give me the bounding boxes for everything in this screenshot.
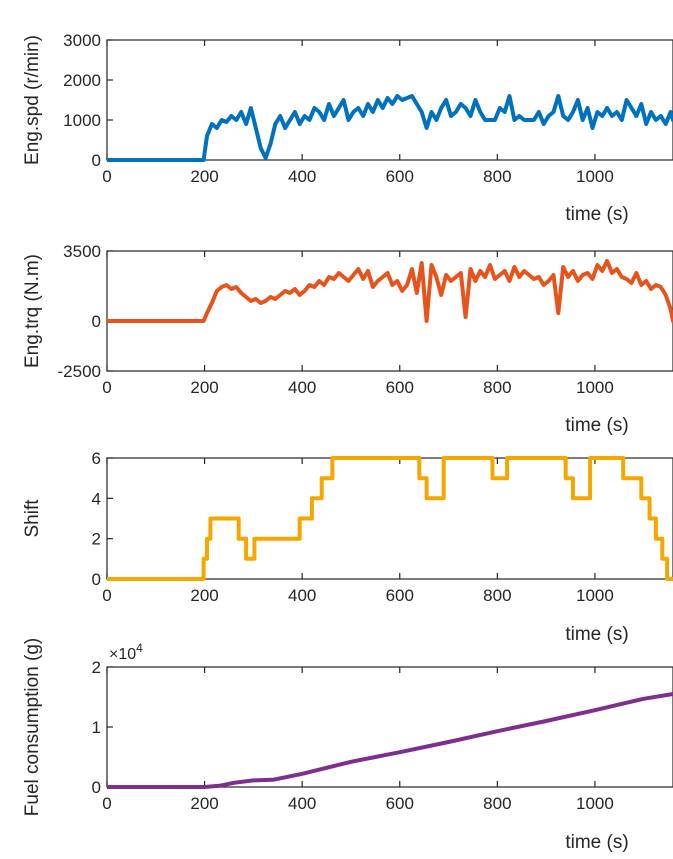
x-tick-label: 600 — [386, 794, 414, 813]
x-tick-label: 600 — [386, 167, 414, 186]
x-tick-label: 200 — [190, 167, 218, 186]
axes-box — [106, 39, 673, 161]
y-tick-label: 1 — [92, 718, 101, 737]
x-tick-label: 1000 — [576, 586, 614, 605]
x-axis-label: time (s) — [565, 415, 628, 436]
y-axis-label: Shift — [22, 499, 43, 538]
x-axis-label: time (s) — [565, 624, 628, 645]
panel-1: 0 200 400 600 800 1000 0 1000 2000 3000 time (s) En… — [22, 31, 673, 225]
x-axis-label: time (s) — [565, 204, 628, 225]
x-axis-label: time (s) — [565, 832, 628, 853]
y-tick-label: 0 — [92, 151, 101, 170]
axes-box — [106, 250, 673, 372]
x-tick-label: 400 — [288, 586, 316, 605]
x-tick-label: 200 — [190, 586, 218, 605]
series-line-1 — [107, 94, 673, 162]
y-tick-label: 4 — [92, 489, 101, 508]
y-exponent-label: ×104 — [109, 641, 143, 663]
y-tick-label: 3500 — [63, 242, 101, 261]
x-tick-label: 1000 — [576, 167, 614, 186]
x-tick-label: 200 — [190, 794, 218, 813]
y-tick-label: 0 — [92, 778, 101, 797]
y-axis-label: Eng.spd (r/min) — [22, 35, 43, 165]
series-line-1 — [107, 259, 673, 323]
y-axis-label: Fuel consumption (g) — [22, 638, 43, 816]
panel-4: 0 200 400 600 800 1000 0 1 2 ×104 time (s) Fuel con… — [22, 638, 673, 853]
x-tick-label: 1000 — [576, 378, 614, 397]
panel-3: 0 200 400 600 800 1000 0 2 4 6 time (s) Shift — [22, 449, 673, 645]
x-tick-label: 1000 — [576, 794, 614, 813]
series-line-1 — [107, 456, 673, 581]
series-line-1 — [107, 692, 673, 789]
y-tick-label: 2000 — [63, 71, 101, 90]
y-tick-label: -2500 — [58, 362, 101, 381]
y-tick-label: 0 — [92, 312, 101, 331]
x-tick-label: 0 — [102, 167, 111, 186]
x-tick-label: 400 — [288, 794, 316, 813]
y-tick-label: 0 — [92, 570, 101, 589]
y-axis-label: Eng.trq (N.m) — [22, 254, 43, 368]
x-tick-label: 800 — [483, 794, 511, 813]
y-tick-label: 2 — [92, 530, 101, 549]
x-tick-label: 200 — [190, 378, 218, 397]
y-tick-label: 3000 — [63, 31, 101, 50]
axes-box — [106, 666, 673, 788]
x-tick-label: 400 — [288, 167, 316, 186]
x-tick-label: 800 — [483, 586, 511, 605]
y-tick-label: 2 — [92, 658, 101, 677]
x-tick-label: 400 — [288, 378, 316, 397]
x-tick-label: 600 — [386, 378, 414, 397]
x-tick-label: 800 — [483, 378, 511, 397]
x-tick-label: 0 — [102, 794, 111, 813]
x-tick-label: 600 — [386, 586, 414, 605]
x-tick-label: 800 — [483, 167, 511, 186]
x-tick-label: 0 — [102, 378, 111, 397]
y-tick-label: 6 — [92, 449, 101, 468]
x-tick-label: 0 — [102, 586, 111, 605]
y-tick-label: 1000 — [63, 111, 101, 130]
